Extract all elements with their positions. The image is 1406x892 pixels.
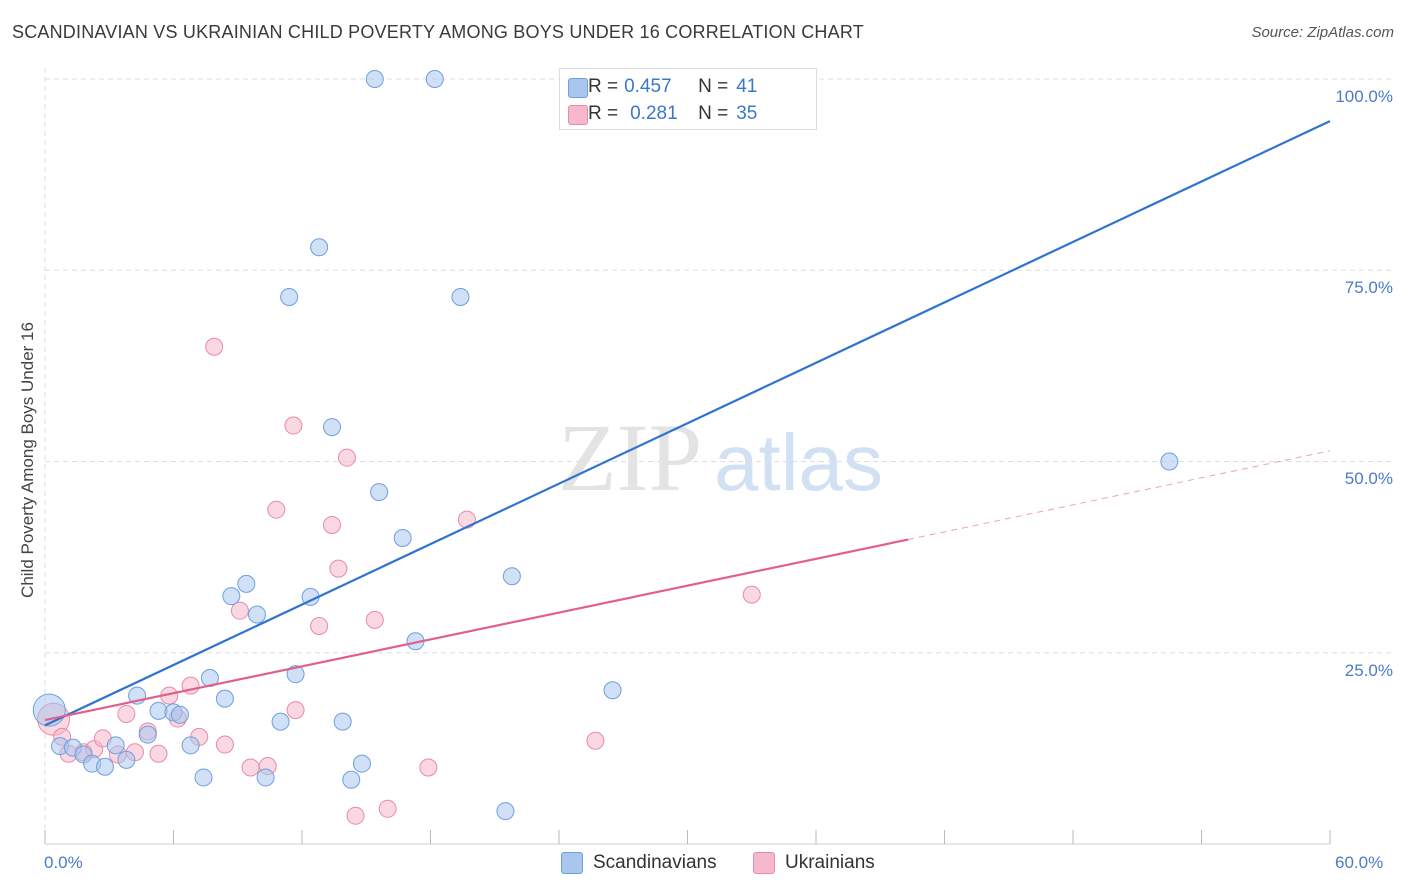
scandinavians-point xyxy=(248,605,267,624)
ukrainians-point xyxy=(117,704,136,723)
ukrainians-point xyxy=(346,806,365,825)
ukrainians-point xyxy=(241,758,260,777)
source-label: Source: ZipAtlas.com xyxy=(1251,24,1394,41)
ukrainians-point xyxy=(742,585,761,604)
scandinavians-point xyxy=(603,681,622,700)
scandinavians-point xyxy=(271,712,290,731)
r-value: 0.457 xyxy=(624,76,672,97)
scandinavians-point xyxy=(181,736,200,755)
scandinavians-point xyxy=(222,587,241,606)
legend-swatch-ukrainians xyxy=(753,852,775,874)
ukrainians-point xyxy=(149,744,168,763)
y-tick-100: 100.0% xyxy=(1335,87,1393,106)
watermark-atlas: atlas xyxy=(714,418,883,507)
scandinavians-point xyxy=(393,529,412,547)
scandinavians-point xyxy=(342,770,361,789)
series-legend: Scandinavians Ukrainians xyxy=(0,852,1406,878)
scandinavians-point xyxy=(502,567,521,586)
ukrainians-swatch xyxy=(568,105,588,125)
scandinavians-point xyxy=(256,768,275,787)
trend-lines xyxy=(44,120,1331,727)
ukrainians-point xyxy=(586,731,605,750)
n-label: N = xyxy=(698,76,729,97)
ukrainians-point xyxy=(267,500,286,519)
scandinavians-point xyxy=(138,725,157,744)
watermark: ZIP atlas xyxy=(558,404,883,511)
n-value: 41 xyxy=(736,76,758,97)
n-value: 35 xyxy=(736,103,758,124)
ukrainians-trend-extension xyxy=(907,450,1331,541)
ukrainians-point xyxy=(215,735,234,754)
r-label: R = xyxy=(588,103,619,124)
scandinavians-point xyxy=(149,701,168,720)
ukrainians-point xyxy=(284,416,303,435)
y-tick-25: 25.0% xyxy=(1344,661,1393,680)
scandinavians-point xyxy=(352,754,371,773)
ukrainians-point xyxy=(329,559,348,578)
legend-label-ukrainians: Ukrainians xyxy=(785,852,875,873)
legend-swatch-scandinavians xyxy=(561,852,583,874)
ukrainians-point xyxy=(205,337,224,356)
r-value: 0.281 xyxy=(630,103,678,124)
ukrainians-point xyxy=(310,616,329,635)
ukrainians-point xyxy=(378,799,397,818)
grid-layer xyxy=(44,68,1392,844)
n-label: N = xyxy=(698,103,729,124)
ukrainians-point xyxy=(322,515,341,534)
ukrainians-point xyxy=(419,758,438,777)
ukrainians-point xyxy=(230,601,249,620)
scandinavians-point xyxy=(1160,452,1179,471)
x-tick-min: 0.0% xyxy=(44,853,83,872)
stats-row-ukrainians: R = 0.281 N = 35 xyxy=(568,102,758,126)
scandinavians-point xyxy=(496,802,515,821)
scandinavians-trend-line xyxy=(44,120,1331,727)
scandinavians-point xyxy=(333,712,352,731)
stats-legend: R = 0.457 N = 41 R = 0.281 N = 35 xyxy=(559,68,817,130)
scandinavians-point xyxy=(237,574,256,593)
scandinavians-swatch xyxy=(568,78,588,98)
ukrainians-point xyxy=(365,610,384,629)
y-tick-75: 75.0% xyxy=(1344,278,1393,297)
ukrainians-trend-line xyxy=(44,538,909,722)
chart-title: SCANDINAVIAN VS UKRAINIAN CHILD POVERTY … xyxy=(12,22,864,42)
scandinavians-point xyxy=(194,768,213,787)
scandinavians-point xyxy=(215,689,234,708)
watermark-zip: ZIP xyxy=(558,404,702,511)
y-axis-label: Child Poverty Among Boys Under 16 xyxy=(18,322,37,598)
scandinavians-point xyxy=(95,757,114,776)
ukrainians-point xyxy=(457,510,476,529)
scandinavians-point xyxy=(106,736,125,755)
legend-item-ukrainians[interactable]: Ukrainians xyxy=(753,852,875,874)
stats-row-scandinavians: R = 0.457 N = 41 xyxy=(568,75,758,99)
scandinavians-point xyxy=(280,288,299,307)
scandinavians-point xyxy=(425,70,444,88)
ukrainians-point xyxy=(286,701,305,720)
ukrainians-point xyxy=(337,448,356,467)
scandinavians-point xyxy=(365,70,384,88)
scandinavians-point xyxy=(322,418,341,437)
scandinavians-point xyxy=(286,665,305,684)
legend-label-scandinavians: Scandinavians xyxy=(593,852,717,873)
r-label: R = xyxy=(588,76,619,97)
scandinavians-point xyxy=(32,693,66,727)
x-tick-max: 60.0% xyxy=(1335,853,1384,872)
legend-item-scandinavians[interactable]: Scandinavians xyxy=(561,852,717,874)
scandinavians-point xyxy=(170,705,189,724)
x-axis xyxy=(44,830,1331,845)
y-tick-50: 50.0% xyxy=(1344,469,1393,488)
scandinavians-point xyxy=(451,288,470,307)
scandinavians-point xyxy=(117,750,136,769)
scandinavians-point xyxy=(310,238,329,257)
scandinavians-point xyxy=(370,483,389,502)
